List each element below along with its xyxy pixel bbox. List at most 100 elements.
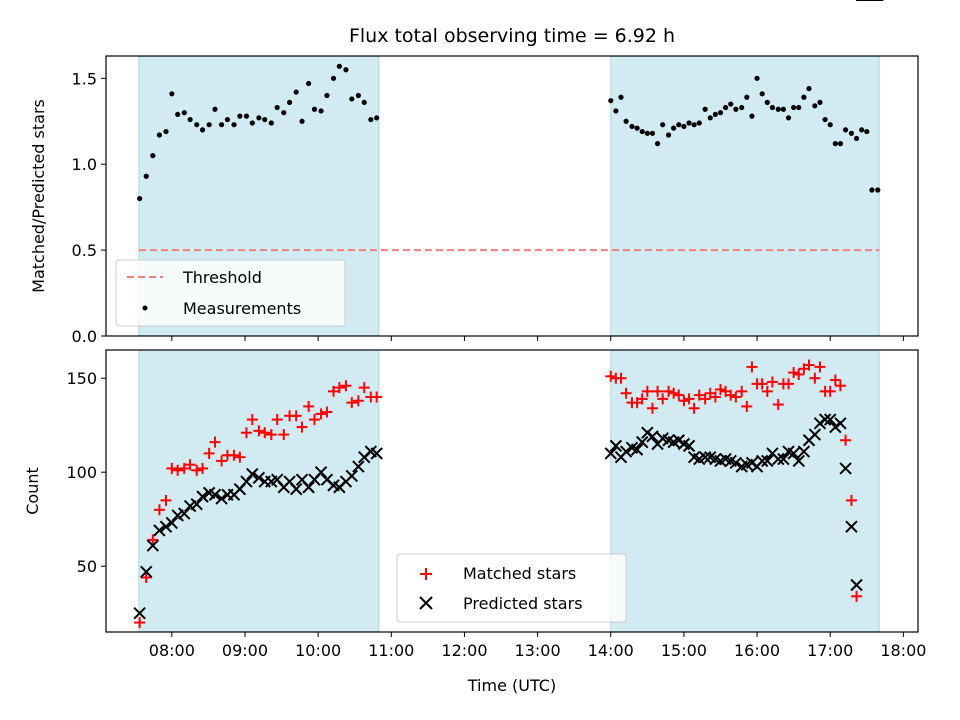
legend-matched-swatch xyxy=(420,568,432,580)
measurement-point xyxy=(287,99,293,105)
matched-star-point xyxy=(673,389,685,401)
matched-star-point xyxy=(709,391,721,403)
matched-star-point xyxy=(358,382,370,394)
measurement-point xyxy=(281,110,287,116)
measurement-point xyxy=(361,99,367,105)
measurement-point xyxy=(837,141,844,147)
measurement-point xyxy=(875,187,881,193)
top-shade-interval-1 xyxy=(610,56,880,336)
predicted-star-point xyxy=(619,445,633,458)
top-y-ticks: 0.0 0.5 1.0 1.5 xyxy=(72,69,106,346)
matched-stars-points xyxy=(134,0,884,629)
measurement-point xyxy=(665,132,672,138)
measurement-point xyxy=(775,106,781,112)
measurement-point xyxy=(822,116,828,123)
measurement-point xyxy=(618,94,624,100)
predicted-star-point xyxy=(636,435,649,449)
predicted-star-point xyxy=(792,454,805,468)
predicted-star-point xyxy=(165,516,179,530)
matched-star-point xyxy=(641,385,653,397)
bottom-x-ticks: 08:00 09:00 10:00 11:00 12:00 13:00 14:00 15:00… xyxy=(149,632,926,660)
measurement-point xyxy=(311,106,318,112)
matched-star-point xyxy=(265,429,277,441)
matched-star-point xyxy=(663,385,675,397)
legend-threshold-label: Threshold xyxy=(182,268,262,287)
matched-star-point xyxy=(290,410,302,422)
measurement-point xyxy=(608,98,614,104)
measurement-point xyxy=(349,96,355,102)
measurement-point xyxy=(237,113,243,119)
measurement-point xyxy=(181,110,187,116)
matched-star-point xyxy=(605,370,617,382)
predicted-star-point xyxy=(808,428,822,441)
measurement-point xyxy=(175,111,181,118)
measurement-point xyxy=(754,75,760,81)
bottom-legend: Matched stars Predicted stars xyxy=(396,553,627,623)
measurement-point xyxy=(696,120,702,126)
top-y-axis-label: Matched/Predicted stars xyxy=(29,99,48,293)
matched-star-point xyxy=(340,380,352,392)
measurement-point xyxy=(827,122,833,128)
matched-star-point xyxy=(234,451,246,463)
measurement-point xyxy=(137,195,143,202)
matched-star-point xyxy=(178,462,190,474)
measurement-point xyxy=(864,128,870,135)
measurement-point xyxy=(806,86,812,92)
measurement-point xyxy=(691,122,697,128)
predicted-star-point xyxy=(646,430,659,443)
matched-star-point xyxy=(240,427,252,439)
measurement-point xyxy=(717,110,724,116)
legend-predicted-label: Predicted stars xyxy=(463,594,583,613)
measurement-point xyxy=(842,127,849,133)
matched-star-point xyxy=(803,359,815,371)
measurement-point xyxy=(623,118,629,124)
measurement-point xyxy=(796,104,802,111)
matched-star-point xyxy=(636,393,648,405)
measurement-point xyxy=(249,120,255,126)
predicted-star-point xyxy=(140,565,153,579)
measurement-point xyxy=(702,106,708,112)
measurement-point xyxy=(728,101,734,107)
measurement-point xyxy=(613,108,619,114)
top-y-tick-label: 1.5 xyxy=(72,69,97,88)
matched-star-point xyxy=(840,434,852,446)
matched-star-point xyxy=(160,494,172,506)
predicted-star-point xyxy=(190,497,203,511)
measurement-point xyxy=(733,106,739,112)
bottom-y-tick-label: 100 xyxy=(66,463,97,482)
measurement-point xyxy=(194,122,200,128)
measurement-point xyxy=(156,132,163,138)
measurement-point xyxy=(769,104,776,111)
measurement-point xyxy=(848,130,855,136)
matched-star-point xyxy=(824,385,836,397)
measurement-point xyxy=(712,111,718,118)
measurement-point xyxy=(262,116,268,123)
measurement-point xyxy=(212,106,218,112)
measurement-point xyxy=(707,115,713,121)
matched-star-point xyxy=(203,447,215,459)
matched-star-point xyxy=(303,400,315,412)
predicted-star-point xyxy=(153,524,166,537)
matched-star-point xyxy=(788,367,800,379)
matched-star-point xyxy=(246,414,258,426)
matched-star-point xyxy=(259,427,271,439)
predicted-star-point xyxy=(246,467,259,481)
measurement-point xyxy=(343,67,349,73)
measurement-point xyxy=(791,104,797,111)
bottom-shaded-regions xyxy=(138,350,880,632)
measurement-point xyxy=(163,128,169,135)
measurement-point xyxy=(368,116,374,123)
x-tick-label: 14:00 xyxy=(588,641,634,660)
matched-star-point xyxy=(216,455,228,467)
measurement-point xyxy=(764,99,770,105)
matched-star-point xyxy=(678,395,690,407)
top-legend: Threshold Measurements xyxy=(115,259,346,327)
matched-star-point xyxy=(699,393,711,405)
predicted-star-point xyxy=(839,462,852,475)
matched-star-point xyxy=(328,385,340,397)
measurement-point xyxy=(256,115,262,121)
predicted-star-point xyxy=(352,460,365,473)
measurement-point xyxy=(218,122,225,128)
matched-star-point xyxy=(845,494,857,506)
predicted-star-point xyxy=(196,490,209,503)
